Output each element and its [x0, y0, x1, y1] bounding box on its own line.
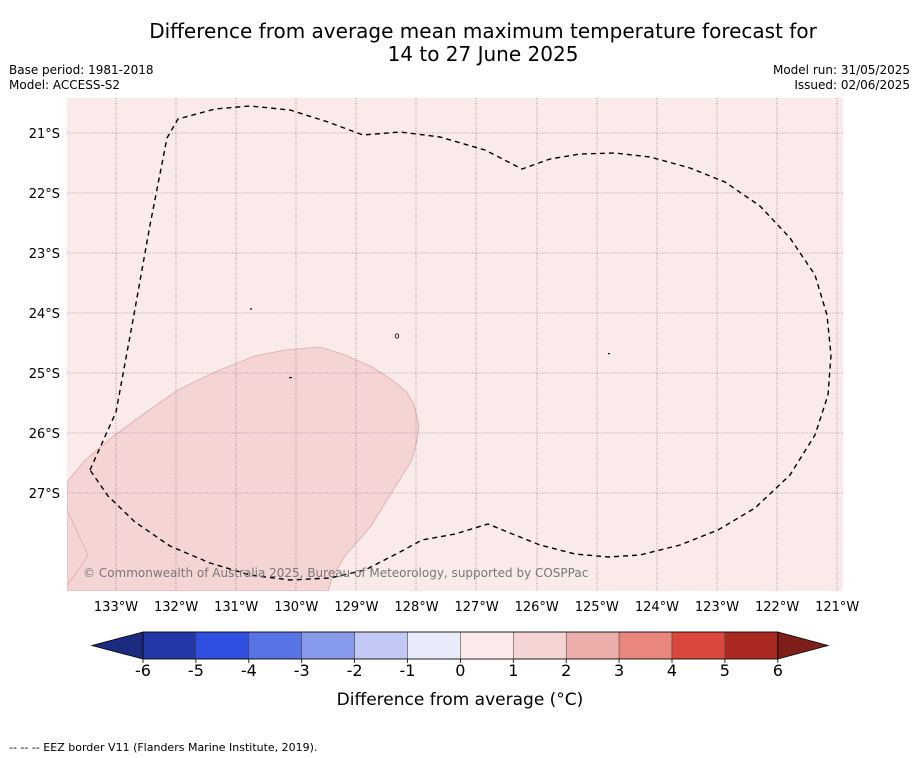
graticule	[67, 98, 843, 591]
colorbar-segment	[565, 631, 620, 660]
longitude-label: 133°W	[94, 600, 138, 615]
latitude-label: 21°S	[29, 127, 60, 142]
latitude-label: 27°S	[29, 487, 60, 502]
colorbar-segment	[513, 631, 567, 660]
colorbar-segment	[301, 631, 355, 660]
colorbar-segment	[407, 631, 461, 660]
colorbar-segment	[195, 631, 250, 660]
islands	[250, 308, 610, 379]
colorbar-tick-label: 0	[455, 661, 465, 680]
longitude-label: 129°W	[334, 600, 378, 615]
longitude-label: 131°W	[214, 600, 258, 615]
colorbar-tick-label: 1	[508, 661, 518, 680]
island	[250, 308, 252, 310]
colorbar-tick-label: -1	[400, 661, 416, 680]
colorbar-tick-labels: -6 -5 -4 -3 -2 -1 0 1 2 3 4 5 6	[135, 659, 783, 680]
colorbar-segment	[724, 631, 779, 660]
colorbar-tick-label: -6	[135, 661, 151, 680]
colorbar-tick-label: -3	[294, 661, 310, 680]
longitude-label: 126°W	[515, 600, 559, 615]
colorbar-label: Difference from average (°C)	[337, 690, 584, 710]
longitude-label: 127°W	[455, 600, 499, 615]
map-area: © Commonwealth of Australia 2025, Bureau…	[67, 98, 843, 591]
colorbar-segment	[460, 631, 514, 660]
latitude-label: 22°S	[29, 187, 60, 202]
longitude-labels: 133°W 132°W 131°W 130°W 129°W 128°W 127°W 126°W…	[94, 600, 860, 615]
longitude-label: 132°W	[154, 600, 198, 615]
colorbar-tick-label: -4	[241, 661, 257, 680]
warm-anomaly-region	[67, 346, 420, 591]
colorbar-tick-label: 5	[720, 661, 730, 680]
longitude-label: 121°W	[815, 600, 859, 615]
colorbar-segment	[248, 631, 302, 660]
longitude-label: 128°W	[394, 600, 438, 615]
colorbar-tick-label: 2	[561, 661, 571, 680]
latitude-label: 25°S	[29, 367, 60, 382]
base-period: Base period: 1981-2018	[9, 63, 154, 77]
island	[608, 353, 610, 355]
longitude-label: 125°W	[575, 600, 619, 615]
colorbar-tick-label: -5	[188, 661, 204, 680]
eez-border	[89, 105, 832, 581]
latitude-label: 24°S	[29, 307, 60, 322]
colorbar-segment	[671, 631, 726, 660]
colorbar-tick-label: 3	[614, 661, 624, 680]
longitude-label: 130°W	[274, 600, 318, 615]
model-name: Model: ACCESS-S2	[9, 78, 120, 92]
island	[394, 333, 400, 339]
colorbar	[90, 631, 830, 660]
colorbar-tick-label: 4	[667, 661, 677, 680]
title-line-1: Difference from average mean maximum tem…	[149, 19, 817, 43]
eez-footnote: -- -- -- EEZ border V11 (Flanders Marine…	[9, 741, 317, 754]
latitude-label: 26°S	[29, 427, 60, 442]
colorbar-over-arrow	[777, 631, 830, 660]
copyright-credit: © Commonwealth of Australia 2025, Bureau…	[83, 566, 588, 580]
colorbar-segment	[618, 631, 673, 660]
colorbar-under-arrow	[90, 631, 144, 660]
title-line-2: 14 to 27 June 2025	[388, 42, 579, 66]
longitude-label: 122°W	[755, 600, 799, 615]
colorbar-tick-label: -2	[347, 661, 363, 680]
colorbar-segment	[142, 631, 197, 660]
longitude-label: 124°W	[635, 600, 679, 615]
model-run: Model run: 31/05/2025	[773, 63, 910, 77]
colorbar-segment	[354, 631, 408, 660]
issued-date: Issued: 02/06/2025	[794, 78, 910, 92]
latitude-label: 23°S	[29, 247, 60, 262]
island	[289, 377, 292, 379]
colorbar-tick-label: 6	[773, 661, 783, 680]
latitude-labels: 21°S 22°S 23°S 24°S 25°S 26°S 27°S	[29, 127, 60, 502]
longitude-label: 123°W	[695, 600, 739, 615]
